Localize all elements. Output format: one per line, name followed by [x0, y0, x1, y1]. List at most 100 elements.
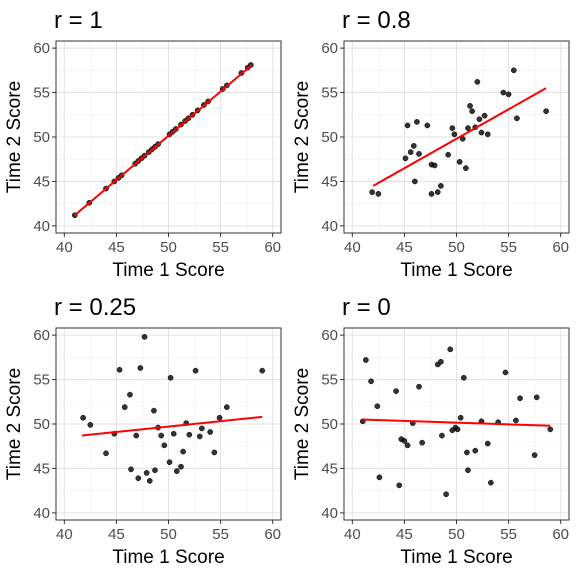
- data-point: [402, 155, 409, 162]
- x-axis-title: Time 1 Score: [400, 547, 512, 568]
- y-axis-title: Time 2 Score: [292, 368, 313, 480]
- fit-line: [81, 415, 263, 437]
- data-point: [439, 432, 445, 439]
- data-point: [207, 429, 214, 435]
- data-point: [152, 467, 158, 474]
- data-point: [186, 431, 193, 438]
- data-point: [259, 367, 266, 374]
- data-point: [449, 125, 456, 131]
- y-tick-label: 40: [33, 218, 50, 235]
- y-tick-label: 45: [33, 173, 50, 190]
- data-point: [424, 122, 431, 129]
- x-tick-label: 50: [448, 239, 465, 256]
- data-point: [505, 91, 512, 98]
- data-point: [463, 165, 469, 171]
- data-point: [414, 119, 420, 125]
- data-point: [419, 439, 425, 446]
- data-point: [170, 430, 177, 437]
- data-point: [456, 159, 463, 165]
- data-point: [460, 374, 467, 381]
- data-point: [87, 422, 94, 428]
- data-point: [178, 463, 184, 470]
- y-tick-label: 55: [321, 372, 338, 389]
- data-point: [431, 162, 438, 169]
- data-point: [428, 191, 435, 197]
- data-point: [401, 438, 408, 444]
- y-tick-label: 60: [321, 40, 338, 57]
- data-point: [396, 482, 403, 489]
- x-tick-label: 50: [160, 526, 177, 543]
- x-tick-label: 40: [344, 526, 361, 543]
- data-point: [543, 108, 549, 115]
- data-point: [143, 470, 150, 476]
- data-point: [438, 358, 444, 365]
- x-axis-title: Time 1 Score: [112, 547, 224, 568]
- data-point: [146, 478, 153, 484]
- data-point: [465, 125, 471, 131]
- y-tick-label: 50: [33, 416, 50, 433]
- y-tick-label: 55: [33, 372, 50, 389]
- data-point: [375, 191, 382, 197]
- data-point: [180, 448, 186, 455]
- data-point: [374, 403, 381, 410]
- data-point: [481, 112, 488, 119]
- data-point: [472, 447, 479, 454]
- panel-4: 40 45 50 55 60 40 45 50 55 60 Time 1 Score Time 2 S…: [292, 294, 570, 568]
- data-point: [196, 433, 203, 440]
- data-point: [488, 479, 494, 486]
- x-tick-label: 50: [160, 239, 177, 256]
- x-tick-label: 60: [264, 526, 281, 543]
- y-tick-label: 45: [321, 173, 338, 190]
- fit-line: [74, 64, 253, 216]
- panel-1: 40 45 50 55 60 40 45 50 55 60 Time 1 Score Time 2 S…: [4, 7, 282, 281]
- data-point: [133, 432, 140, 439]
- data-point: [454, 426, 461, 433]
- y-tick-label: 50: [33, 129, 50, 146]
- data-point: [531, 452, 538, 458]
- y-tick-label: 50: [321, 129, 338, 146]
- y-tick-label: 55: [321, 85, 338, 102]
- x-tick-label: 55: [212, 526, 229, 543]
- data-point: [474, 79, 481, 85]
- data-point: [484, 440, 491, 447]
- data-point: [410, 143, 417, 149]
- x-axis-title: Time 1 Score: [400, 260, 512, 281]
- y-tick-label: 45: [33, 460, 50, 477]
- data-point: [167, 374, 174, 381]
- data-point: [211, 449, 218, 456]
- data-point: [502, 369, 509, 376]
- data-point: [363, 357, 369, 363]
- data-point: [445, 151, 452, 158]
- x-tick-label: 40: [344, 239, 361, 256]
- data-point: [434, 189, 441, 195]
- data-point: [438, 183, 444, 189]
- y-tick-label: 60: [321, 327, 338, 344]
- data-point: [137, 365, 144, 371]
- data-point: [513, 417, 519, 424]
- x-tick-label: 60: [552, 526, 569, 543]
- data-point: [407, 149, 414, 155]
- data-point: [484, 131, 491, 138]
- y-tick-label: 40: [321, 218, 338, 235]
- x-tick-label: 60: [264, 239, 281, 256]
- y-tick-label: 50: [321, 416, 338, 433]
- x-tick-label: 45: [396, 526, 413, 543]
- y-tick-label: 60: [33, 327, 50, 344]
- data-point: [161, 442, 168, 449]
- x-tick-label: 55: [212, 239, 229, 256]
- data-point: [158, 432, 165, 439]
- x-axis-title: Time 1 Score: [112, 260, 224, 281]
- data-point: [216, 414, 223, 421]
- data-point: [127, 391, 133, 398]
- data-point: [451, 131, 458, 138]
- data-point: [464, 449, 470, 456]
- x-tick-label: 50: [448, 526, 465, 543]
- data-point: [416, 383, 422, 390]
- data-point: [447, 346, 454, 353]
- data-point: [465, 467, 471, 474]
- x-tick-label: 55: [500, 239, 517, 256]
- fit-line: [372, 87, 547, 187]
- data-point: [198, 425, 205, 432]
- panel-title: r = 0: [342, 294, 391, 321]
